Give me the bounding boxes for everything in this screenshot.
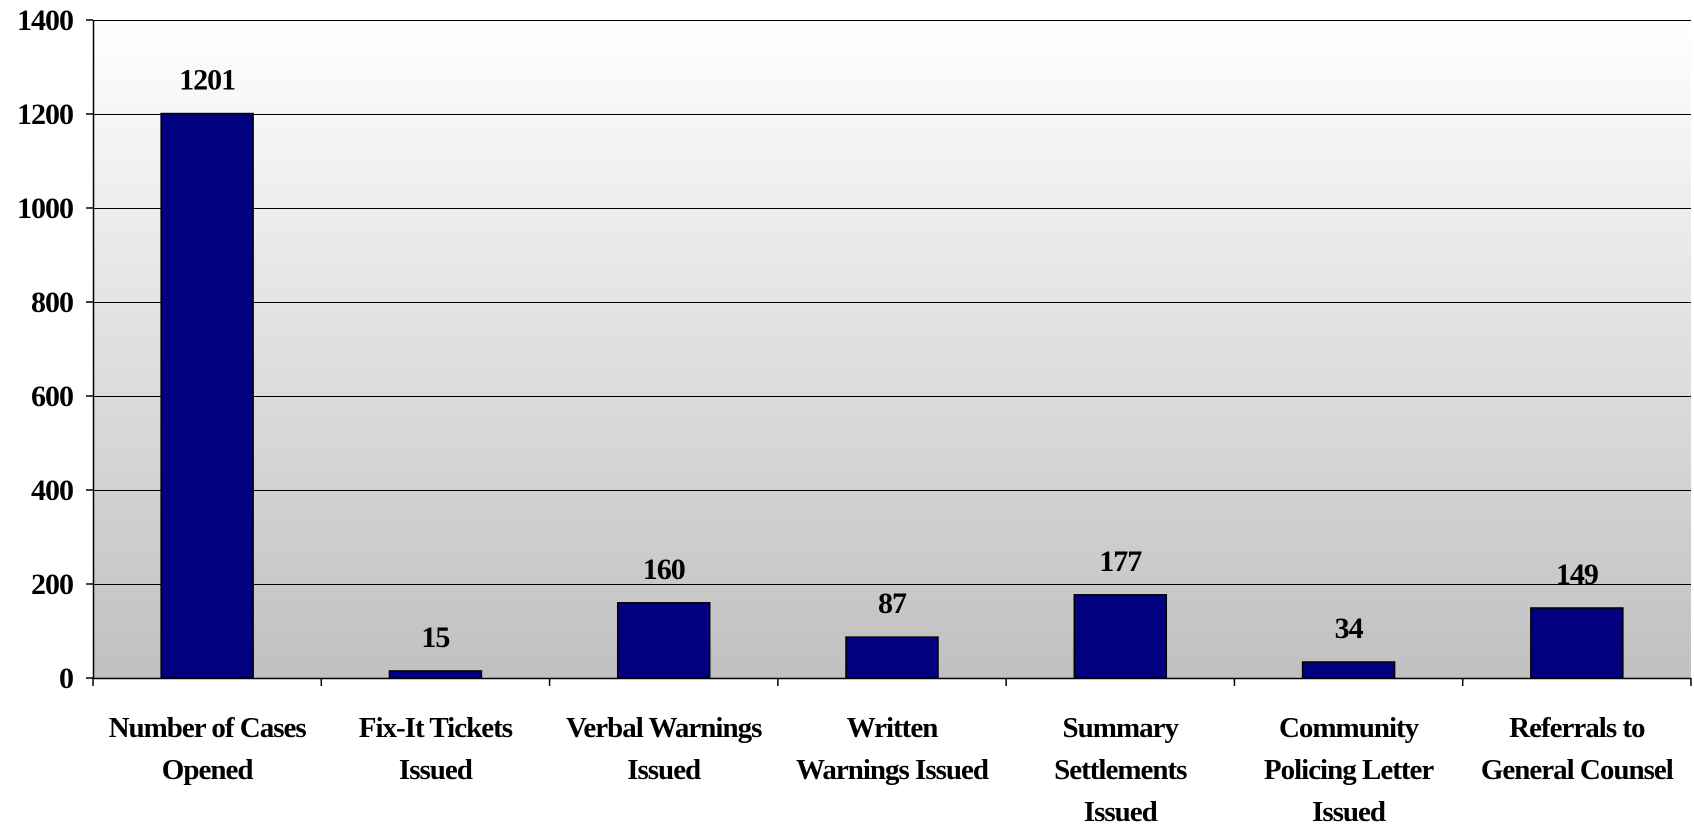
bar [845, 636, 939, 679]
bar-value-label: 87 [878, 587, 907, 620]
category-label-line: Referrals to [1509, 712, 1645, 744]
category-label-line: Issued [399, 754, 473, 786]
category-label: Referrals to General Counsel [1481, 712, 1674, 786]
y-tick-label: 600 [31, 380, 73, 413]
y-axis-ticks: 0 200 400 600 800 1000 1200 1400 [17, 4, 93, 695]
category-label-line: Opened [162, 754, 254, 786]
plot-area-background [93, 20, 1691, 678]
y-tick-label: 400 [31, 474, 73, 507]
gridlines [93, 20, 1691, 585]
category-label: Fix-It Tickets Issued [359, 712, 513, 786]
bar [388, 670, 483, 679]
category-label-line: Issued [1084, 796, 1158, 827]
y-tick-label: 0 [59, 662, 73, 695]
category-label: Verbal Warnings Issued [566, 712, 762, 786]
category-label-line: Warnings Issued [796, 754, 989, 786]
bar-value-label: 149 [1556, 558, 1598, 591]
bar-value-label: 160 [643, 553, 685, 586]
category-label-line: Number of Cases [109, 712, 307, 744]
category-label: Community Policing Letter Issued [1264, 712, 1435, 827]
y-tick-label: 1200 [17, 98, 73, 131]
bar [1530, 607, 1624, 679]
category-label-line: Issued [1312, 796, 1386, 827]
category-label-line: Issued [627, 754, 701, 786]
category-label: Written Warnings Issued [796, 712, 989, 786]
y-tick-label: 1000 [17, 192, 73, 225]
category-label-line: General Counsel [1481, 754, 1674, 786]
category-label-line: Policing Letter [1264, 754, 1435, 786]
bar [1073, 594, 1168, 679]
y-tick-label: 800 [31, 286, 73, 319]
bar-value-label: 177 [1099, 545, 1142, 578]
value-labels: 1201 15 160 87 177 34 149 [179, 64, 1599, 654]
x-axis-ticks [92, 678, 1692, 686]
category-label-line: Verbal Warnings [566, 712, 762, 744]
category-label-line: Community [1279, 712, 1420, 744]
y-tick-label: 1400 [17, 4, 73, 37]
bar [616, 602, 711, 679]
category-label-line: Summary [1063, 712, 1180, 744]
category-label-line: Written [847, 712, 939, 744]
bars [160, 112, 1624, 679]
category-label-line: Fix-It Tickets [359, 712, 513, 744]
category-label-line: Settlements [1054, 754, 1187, 786]
y-tick-label: 200 [31, 568, 73, 601]
category-label: Summary Settlements Issued [1054, 712, 1187, 827]
category-label: Number of Cases Opened [109, 712, 307, 786]
category-labels: Number of Cases Opened Fix-It Tickets Issue… [109, 712, 1675, 827]
bar [160, 112, 254, 679]
bar-value-label: 15 [421, 621, 449, 654]
bar-value-label: 1201 [179, 64, 235, 97]
bar-value-label: 34 [1335, 612, 1364, 645]
bar [1301, 661, 1396, 679]
